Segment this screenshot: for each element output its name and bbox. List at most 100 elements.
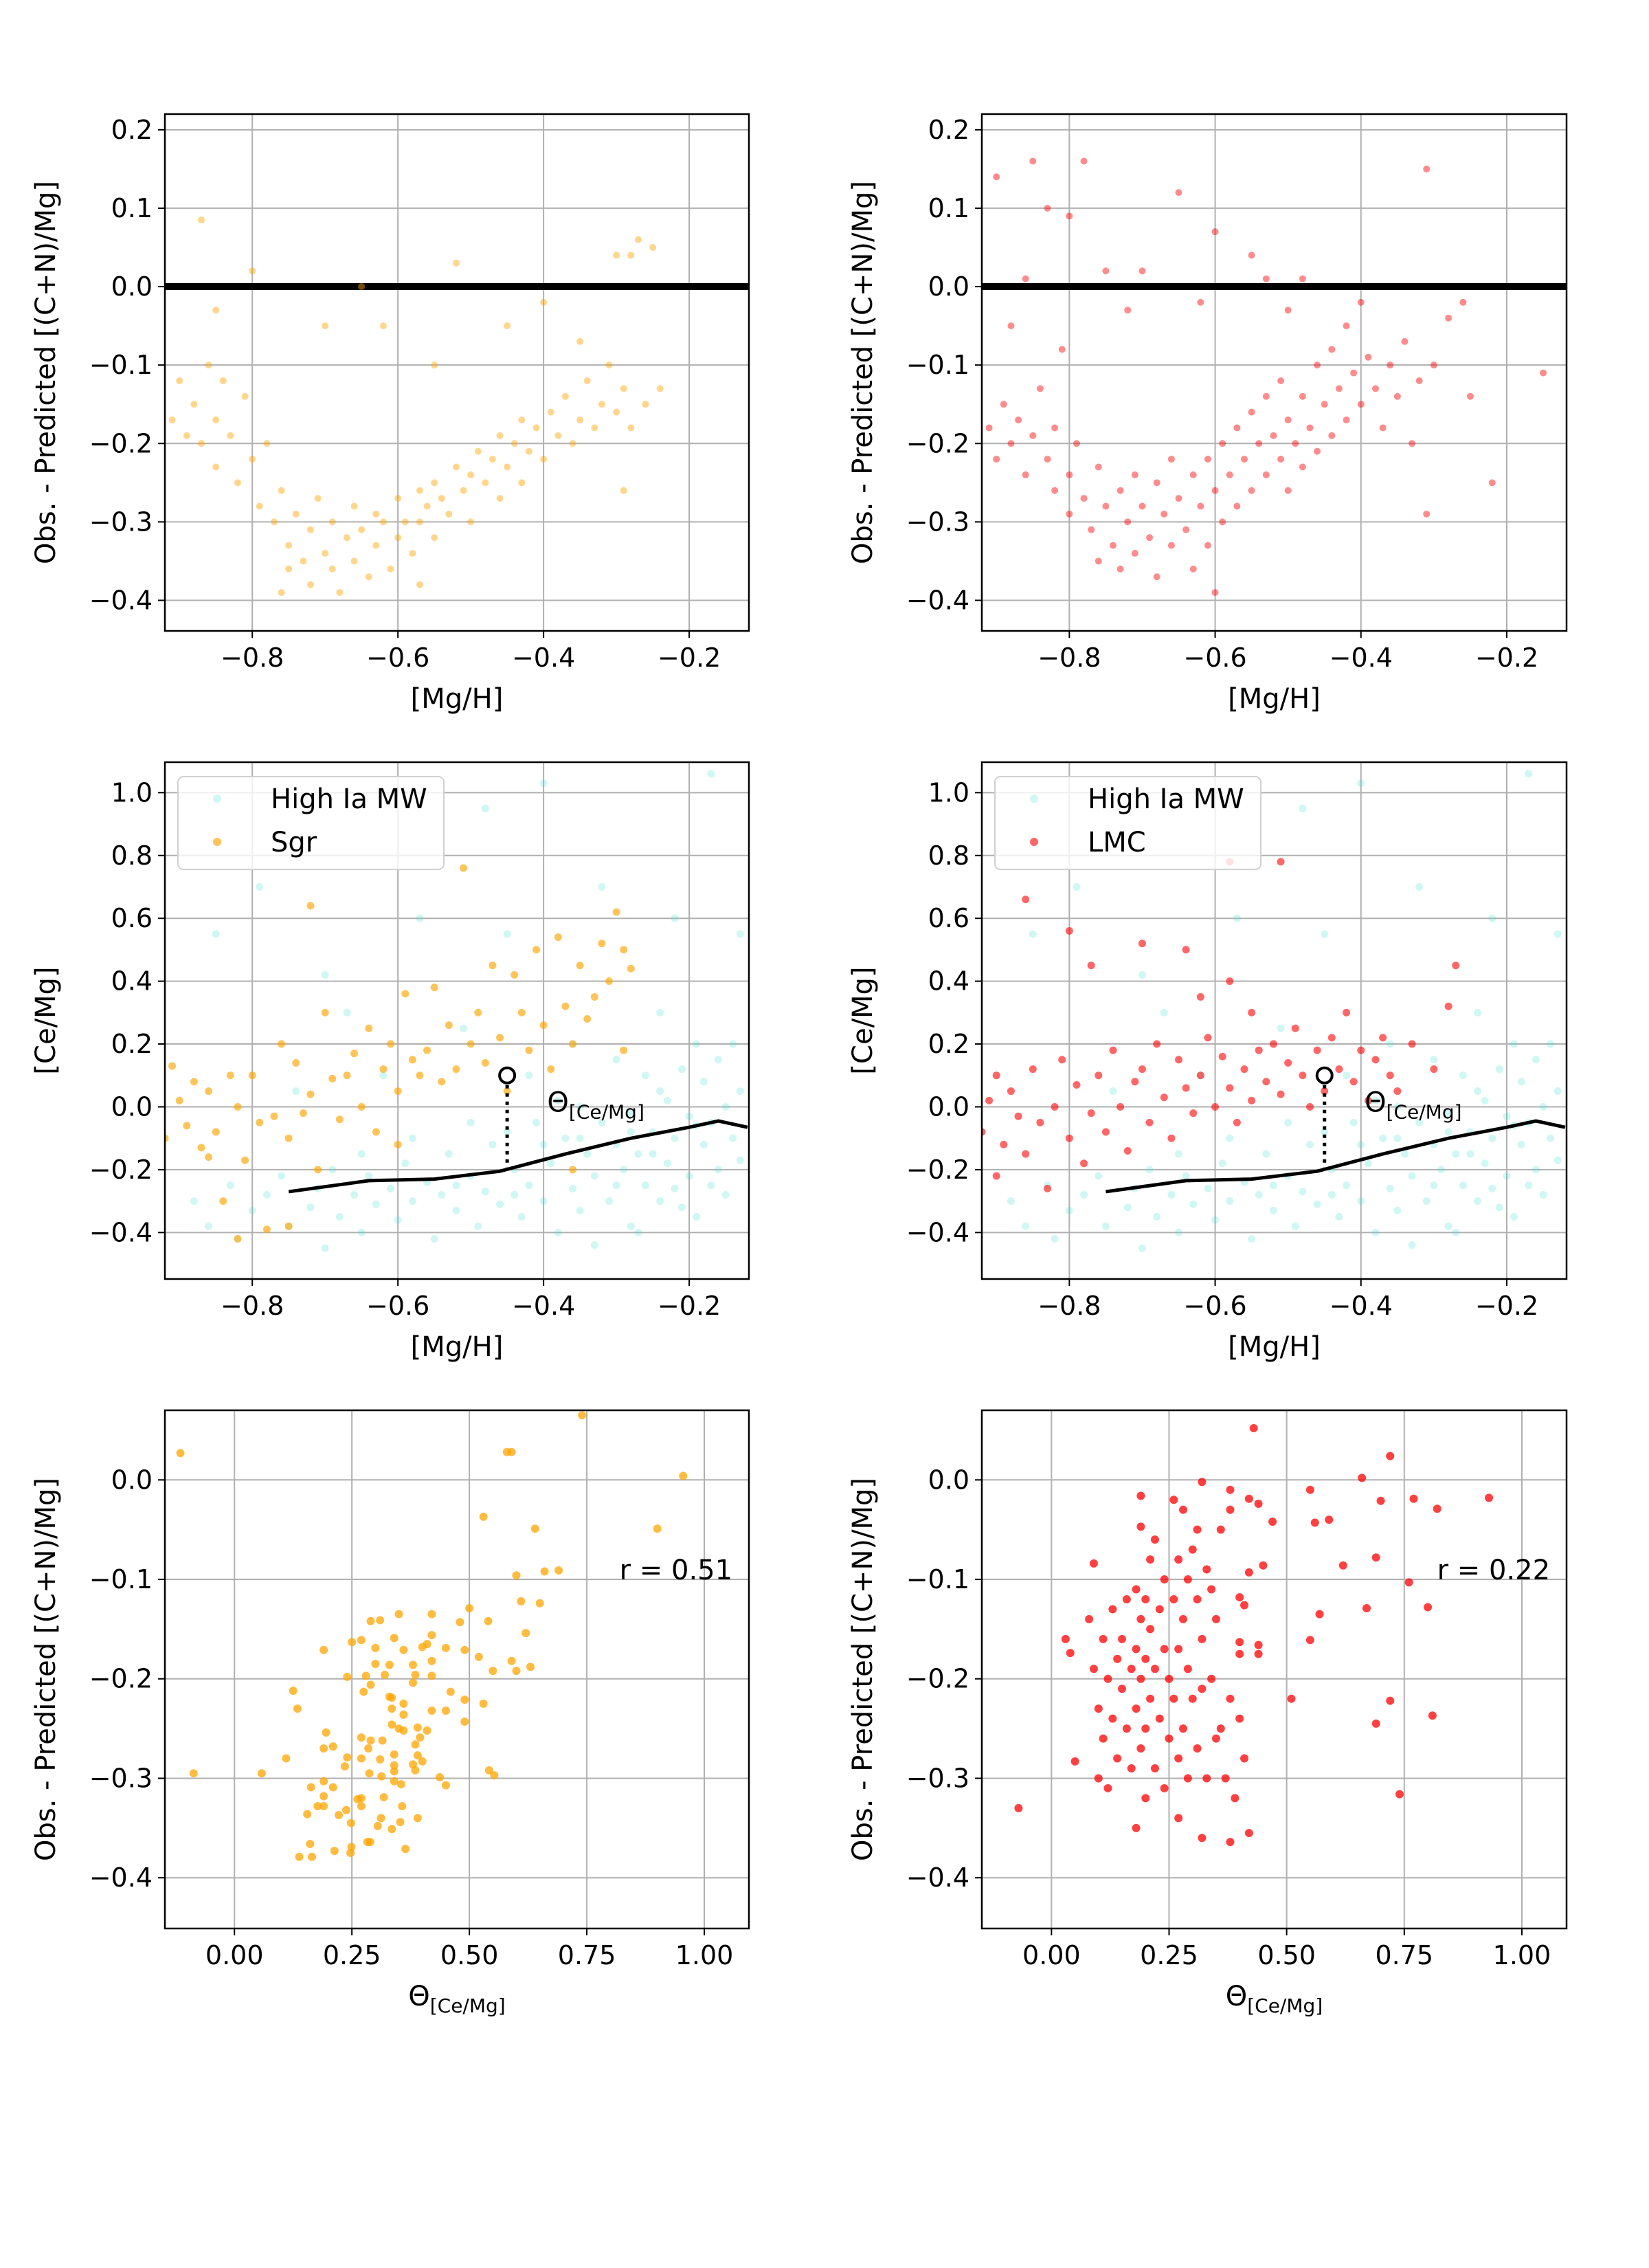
data-point — [1155, 1605, 1164, 1614]
data-point — [401, 990, 410, 998]
data-point — [1362, 1603, 1371, 1612]
y-tick-label: 0.2 — [111, 115, 153, 145]
data-point — [256, 882, 264, 891]
data-point — [357, 1150, 366, 1158]
data-point — [598, 940, 606, 948]
y-tick-label: 1.0 — [928, 777, 969, 808]
data-point — [1085, 1614, 1094, 1623]
data-point — [1321, 930, 1329, 938]
axes-frame — [164, 113, 750, 632]
data-point — [413, 1723, 422, 1732]
data-point — [1101, 1128, 1110, 1136]
data-point — [1165, 1674, 1174, 1683]
data-point — [1089, 1665, 1098, 1674]
data-point — [413, 1814, 422, 1823]
data-point — [503, 1087, 511, 1096]
data-point — [1051, 1234, 1059, 1243]
data-point — [1132, 1585, 1141, 1594]
data-point — [598, 1118, 606, 1126]
data-point — [1315, 1610, 1324, 1619]
data-point — [1466, 1150, 1474, 1158]
data-point — [278, 1040, 286, 1048]
legend-label: High Ia MW — [271, 783, 427, 815]
data-point — [212, 1128, 220, 1136]
data-point — [257, 1769, 266, 1778]
data-point — [663, 1159, 671, 1168]
data-point — [540, 1567, 549, 1576]
data-point — [605, 977, 614, 986]
data-point — [1335, 1212, 1343, 1221]
data-point — [1153, 1040, 1161, 1048]
data-point — [1087, 961, 1095, 970]
data-point — [460, 1645, 469, 1654]
data-point — [376, 1755, 385, 1764]
data-point — [1255, 1190, 1263, 1199]
data-point — [525, 1181, 533, 1190]
data-point — [1189, 565, 1197, 572]
y-axis-label: [Ce/Mg] — [30, 966, 62, 1074]
data-point — [1193, 1594, 1202, 1603]
series-1 — [176, 1411, 688, 1861]
data-point — [365, 1024, 373, 1032]
data-point — [685, 1172, 693, 1180]
data-point — [1379, 424, 1387, 432]
data-point — [292, 1058, 300, 1067]
data-point — [321, 1008, 329, 1016]
data-point — [1160, 1783, 1169, 1792]
data-point — [1305, 1140, 1314, 1148]
data-point — [504, 322, 511, 330]
data-point — [308, 1852, 317, 1861]
data-point — [1503, 1172, 1511, 1180]
data-point — [656, 1087, 664, 1096]
data-point — [460, 1024, 468, 1032]
data-point — [373, 1821, 382, 1830]
data-point — [322, 1728, 330, 1737]
data-point — [1393, 1134, 1402, 1142]
x-axis-label: [Mg/H] — [1228, 683, 1321, 715]
data-point — [634, 236, 642, 243]
data-point — [1065, 1134, 1073, 1142]
data-point — [1459, 1181, 1467, 1190]
data-point — [284, 1134, 293, 1142]
data-point — [205, 1087, 213, 1096]
theta-subscript: [Ce/Mg] — [1387, 1100, 1462, 1123]
data-point — [438, 1190, 446, 1199]
data-point — [427, 1610, 436, 1619]
y-tick-label: 0.0 — [928, 1091, 969, 1122]
data-point — [693, 1040, 701, 1048]
data-point — [1277, 1024, 1285, 1032]
data-point — [343, 534, 350, 542]
data-point — [656, 1197, 664, 1205]
data-point — [319, 1792, 328, 1801]
x-axis-label-subscript: [Ce/Mg] — [430, 1994, 506, 2017]
data-point — [1226, 1084, 1234, 1092]
data-point — [653, 1524, 662, 1533]
data-point — [1141, 1724, 1150, 1733]
data-point — [399, 1699, 408, 1708]
data-point — [736, 930, 744, 938]
x-axis-label: Θ[Ce/Mg] — [1226, 1981, 1323, 2017]
data-point — [306, 1090, 315, 1098]
data-point — [249, 456, 256, 463]
data-point — [1122, 1594, 1131, 1603]
data-point — [319, 1645, 328, 1654]
data-point — [699, 1140, 708, 1148]
data-point — [1211, 1102, 1220, 1111]
y-tick-label: −0.3 — [89, 1763, 153, 1793]
data-point — [1357, 401, 1365, 408]
data-point — [1160, 1093, 1168, 1102]
data-point — [295, 1852, 304, 1861]
data-point — [423, 1726, 431, 1735]
data-point — [1108, 1605, 1117, 1614]
data-point — [357, 1754, 366, 1763]
data-point — [1474, 1008, 1482, 1016]
data-point — [521, 1629, 530, 1638]
data-point — [507, 1447, 516, 1456]
data-point — [1132, 1645, 1141, 1654]
data-point — [205, 1222, 213, 1230]
data-point — [496, 1200, 504, 1208]
data-point — [1165, 1734, 1174, 1743]
data-point — [1198, 1478, 1207, 1487]
data-point — [1073, 882, 1081, 891]
